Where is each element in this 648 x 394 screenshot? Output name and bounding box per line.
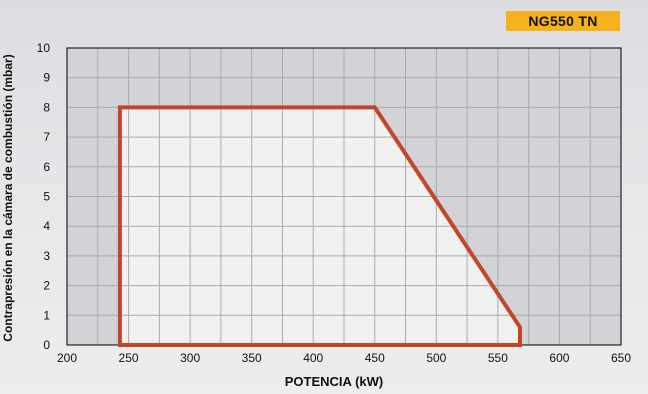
x-tick-label: 600 bbox=[549, 351, 569, 365]
y-tick-label: 1 bbox=[43, 308, 50, 322]
x-tick-label: 300 bbox=[180, 351, 200, 365]
x-tick-label: 650 bbox=[611, 351, 631, 365]
y-tick-label: 10 bbox=[37, 41, 51, 55]
y-tick-label: 0 bbox=[43, 338, 50, 352]
y-tick-label: 8 bbox=[43, 100, 50, 114]
y-tick-label: 7 bbox=[43, 130, 50, 144]
x-tick-label: 350 bbox=[242, 351, 262, 365]
x-tick-label: 250 bbox=[119, 351, 139, 365]
x-tick-label: 400 bbox=[303, 351, 323, 365]
x-tick-label: 200 bbox=[57, 351, 77, 365]
x-tick-label: 450 bbox=[365, 351, 385, 365]
x-tick-label: 500 bbox=[426, 351, 446, 365]
x-axis-label: POTENCIA (kW) bbox=[284, 374, 384, 389]
y-tick-label: 4 bbox=[43, 219, 50, 233]
y-axis-label: Contrapresión en la cámara de combustión… bbox=[1, 54, 15, 342]
x-tick-label: 550 bbox=[488, 351, 508, 365]
model-badge: NG550 TN bbox=[506, 11, 620, 31]
y-tick-label: 9 bbox=[43, 71, 50, 85]
y-tick-label: 2 bbox=[43, 279, 50, 293]
y-tick-label: 5 bbox=[43, 190, 50, 204]
y-tick-label: 6 bbox=[43, 160, 50, 174]
working-range-curve bbox=[117, 105, 522, 347]
y-tick-label: 3 bbox=[43, 249, 50, 263]
